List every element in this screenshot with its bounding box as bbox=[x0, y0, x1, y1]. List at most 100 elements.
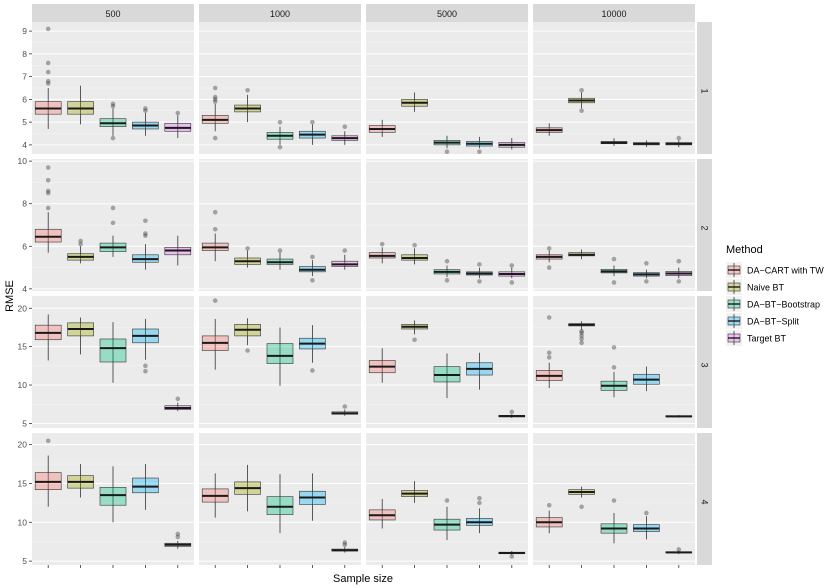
box-outlier bbox=[611, 280, 617, 285]
legend-entry: DA−CART with TW bbox=[726, 262, 824, 278]
legend-label: DA−BT−Split bbox=[747, 317, 800, 327]
box-outlier bbox=[310, 254, 315, 260]
box-outlier bbox=[245, 246, 250, 251]
legend: Method DA−CART with TW Naive BT DA−BT−Boot… bbox=[726, 244, 824, 346]
box-outlier bbox=[45, 78, 51, 84]
y-tick-label: 20 bbox=[18, 440, 28, 450]
panel-row1-size1000 bbox=[199, 22, 361, 154]
box-outlier bbox=[509, 280, 515, 285]
box-outlier bbox=[342, 404, 348, 409]
box-outlier bbox=[546, 350, 552, 356]
facet-strips-layer: 500 1000 5000 10000 1 2 3 4 bbox=[32, 4, 712, 565]
panel-row1-size500 bbox=[32, 22, 194, 154]
box-outlier bbox=[477, 279, 482, 284]
box-outlier bbox=[277, 119, 283, 125]
box-outlier bbox=[509, 263, 515, 268]
box-outlier bbox=[78, 241, 83, 247]
legend-title: Method bbox=[726, 244, 763, 256]
box-outlier bbox=[611, 365, 617, 370]
box-outlier bbox=[509, 409, 515, 415]
row-strip-label: 2 bbox=[700, 225, 710, 230]
box-outlier bbox=[412, 337, 417, 343]
box-outlier bbox=[342, 248, 348, 253]
row-strip-label: 1 bbox=[700, 88, 710, 93]
box-outlier bbox=[45, 69, 51, 75]
panel-row1-size5000 bbox=[366, 22, 528, 155]
panel-background bbox=[533, 296, 695, 428]
legend-entry: DA−BT−Bootstrap bbox=[726, 296, 820, 312]
box-outlier bbox=[611, 345, 617, 350]
row-strip-label: 3 bbox=[700, 362, 710, 367]
column-strip-label: 5000 bbox=[437, 9, 457, 19]
box-outlier bbox=[175, 110, 181, 116]
legend-entry: Target BT bbox=[726, 330, 787, 346]
box-outlier bbox=[477, 262, 482, 267]
box-outlier bbox=[45, 26, 51, 32]
y-tick-label: 10 bbox=[18, 156, 28, 166]
box-outlier bbox=[245, 348, 250, 353]
box-outlier bbox=[579, 87, 584, 93]
box-outlier bbox=[212, 298, 218, 303]
box-outlier bbox=[644, 261, 649, 266]
legend-label: DA−CART with TW bbox=[747, 266, 824, 276]
panel-row3-size5000 bbox=[366, 296, 528, 428]
box-outlier bbox=[546, 502, 552, 508]
panel-row4-size500 bbox=[32, 433, 194, 565]
axes-layer: 4 5 6 7 8 9 4 6 8 10 5 10 15 20 5 10 15 20 bbox=[18, 26, 680, 568]
panel-background bbox=[366, 433, 528, 565]
y-tick-label: 4 bbox=[22, 284, 27, 294]
y-tick-label: 8 bbox=[22, 49, 27, 59]
box-outlier bbox=[143, 368, 148, 374]
box-iqr bbox=[99, 487, 127, 506]
box-outlier bbox=[143, 231, 148, 236]
y-tick-label: 5 bbox=[22, 418, 27, 428]
panel-row1-size10000 bbox=[533, 22, 695, 154]
y-tick-label: 6 bbox=[22, 94, 27, 104]
box-iqr bbox=[99, 338, 127, 363]
y-tick-label: 5 bbox=[22, 556, 27, 566]
y-tick-label: 9 bbox=[22, 26, 27, 36]
box-outlier bbox=[143, 106, 148, 111]
y-tick-label: 4 bbox=[22, 140, 27, 150]
box-outlier bbox=[644, 279, 649, 284]
box-iqr bbox=[266, 496, 294, 515]
column-strip-500 bbox=[32, 4, 194, 22]
box-outlier bbox=[477, 149, 482, 155]
box-outlier bbox=[110, 101, 116, 107]
box-outlier bbox=[477, 500, 482, 506]
panel-row2-size1000 bbox=[199, 159, 361, 291]
y-tick-label: 6 bbox=[22, 241, 27, 251]
box-outlier bbox=[342, 542, 348, 548]
box-outlier bbox=[611, 498, 617, 503]
panel-row3-size10000 bbox=[533, 296, 695, 428]
box-outlier bbox=[212, 135, 218, 141]
panel-row3-size500 bbox=[32, 296, 194, 428]
box-outlier bbox=[212, 97, 218, 102]
box-outlier bbox=[45, 165, 51, 170]
box-outlier bbox=[310, 368, 315, 373]
y-tick-label: 10 bbox=[18, 380, 28, 390]
box-outlier bbox=[110, 205, 116, 211]
legend-label: Target BT bbox=[747, 334, 787, 344]
box-outlier bbox=[78, 238, 83, 244]
row-strip-1 bbox=[697, 22, 712, 154]
box-outlier bbox=[444, 258, 450, 264]
panel-row2-size5000 bbox=[366, 159, 528, 291]
box-outlier bbox=[45, 177, 51, 183]
box-outlier bbox=[143, 218, 148, 224]
box-outlier bbox=[546, 246, 552, 251]
box-outlier bbox=[509, 554, 515, 559]
box-outlier bbox=[110, 103, 116, 109]
column-strip-label: 500 bbox=[105, 9, 120, 19]
box-outlier bbox=[143, 363, 148, 369]
box-iqr bbox=[34, 228, 62, 243]
box-outlier bbox=[412, 242, 417, 248]
box-outlier bbox=[676, 547, 682, 552]
box-outlier bbox=[676, 135, 682, 141]
column-strip-label: 10000 bbox=[601, 9, 626, 19]
box-outlier bbox=[579, 108, 584, 114]
y-tick-label: 20 bbox=[18, 303, 28, 313]
box-outlier bbox=[644, 510, 649, 516]
box-outlier bbox=[310, 119, 315, 125]
x-axis-title: Sample size bbox=[333, 573, 393, 585]
